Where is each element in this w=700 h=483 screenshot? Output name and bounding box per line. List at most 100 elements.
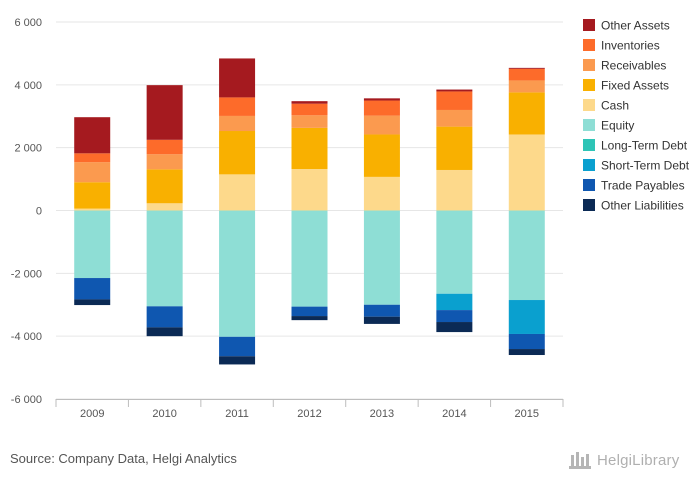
bar-segment [219, 97, 256, 116]
bar-segment [363, 210, 400, 305]
bar-segment [74, 162, 111, 183]
legend-label: Other Assets [601, 19, 670, 33]
legend-label: Long-Term Debt [601, 139, 688, 153]
bar-segment [436, 210, 473, 294]
logo-text: HelgiLibrary [597, 451, 680, 469]
x-tick-label: 2011 [225, 408, 249, 420]
bar-segment [363, 304, 400, 317]
bar-segment [146, 169, 183, 204]
legend-swatch [583, 59, 595, 71]
y-tick-label: 2 000 [14, 143, 42, 155]
legend-label: Trade Payables [601, 179, 685, 193]
bar-segment [436, 91, 473, 110]
bar-segment [508, 68, 545, 81]
legend-swatch [583, 159, 595, 171]
bar-segment [291, 101, 328, 104]
bar-segment [146, 154, 183, 170]
bar-segment [74, 153, 111, 163]
y-tick-label: 6 000 [14, 17, 42, 29]
bar-segment [363, 100, 400, 116]
library-icon [569, 452, 591, 469]
x-tick-label: 2012 [297, 408, 321, 420]
bar-segment [363, 176, 400, 211]
legend-swatch [583, 119, 595, 131]
bar-segment [74, 208, 111, 211]
legend-label: Fixed Assets [601, 79, 669, 93]
legend-swatch [583, 99, 595, 111]
bar-segment [508, 210, 545, 301]
bar-segment [436, 322, 473, 333]
bar-segment [508, 92, 545, 135]
bar-segment [219, 356, 256, 365]
legend-swatch [583, 19, 595, 31]
bar-segment [363, 115, 400, 135]
y-tick-label: -2 000 [11, 268, 42, 280]
bar-segment [146, 327, 183, 337]
y-tick-label: 0 [36, 206, 42, 218]
legend-label: Short-Term Debt [601, 159, 690, 173]
legend: Other Assets Inventories Receivables Fixed … [583, 19, 690, 213]
bar-segment [363, 134, 400, 177]
bar-segment [291, 210, 328, 307]
bar-segment [74, 210, 111, 279]
bar-segment [436, 169, 473, 211]
bar-segment [291, 306, 328, 317]
bar-segment [436, 293, 473, 311]
x-tick-label: 2010 [152, 408, 176, 420]
bar-segment [436, 310, 473, 323]
bar-segment [508, 333, 545, 350]
bar-segment [291, 127, 328, 170]
bar-segment [74, 299, 111, 306]
x-tick-label: 2014 [442, 408, 466, 420]
bar-segment [291, 169, 328, 211]
bar-segment [363, 316, 400, 324]
bar-segment [436, 89, 473, 92]
bar-segment [74, 278, 111, 300]
bar-segment [291, 316, 328, 321]
y-tick-label: 4 000 [14, 80, 42, 92]
bar-segment [219, 174, 256, 211]
bar-segment [219, 336, 256, 357]
x-tick-label: 2015 [515, 408, 539, 420]
legend-label: Receivables [601, 59, 666, 73]
bar-segment [436, 126, 473, 170]
x-tick-label: 2009 [80, 408, 104, 420]
bar-segment [508, 67, 545, 69]
legend-label: Other Liabilities [601, 199, 684, 213]
bar-segment [508, 300, 545, 334]
legend-swatch [583, 79, 595, 91]
bar-segment [219, 115, 256, 132]
bar-segment [146, 85, 183, 140]
bar-segment [363, 98, 400, 101]
bar-segment [146, 306, 183, 328]
legend-swatch [583, 139, 595, 151]
bar-segment [436, 109, 473, 127]
y-tick-label: -6 000 [11, 394, 42, 406]
bar-segment [219, 210, 256, 337]
legend-label: Cash [601, 99, 629, 113]
legend-swatch [583, 39, 595, 51]
bar-segment [146, 139, 183, 155]
bar-segment [74, 117, 111, 154]
bar-segment [508, 134, 545, 211]
axes: 6 000 4 000 2 000 0 -2 000 -4 000 -6 000 2009 20… [11, 17, 564, 420]
y-tick-label: -4 000 [11, 331, 42, 343]
legend-label: Inventories [601, 39, 660, 53]
bar-segment [291, 103, 328, 116]
bar-segment [74, 182, 111, 209]
bar-segment [219, 58, 256, 98]
legend-swatch [583, 199, 595, 211]
bar-segment [508, 80, 545, 93]
bar-segment [219, 131, 256, 175]
source-note: Source: Company Data, Helgi Analytics [10, 451, 237, 466]
helgi-library-logo: HelgiLibrary [568, 448, 694, 472]
bar-segment [508, 349, 545, 356]
legend-label: Equity [601, 119, 634, 133]
bars [74, 58, 545, 365]
legend-swatch [583, 179, 595, 191]
bar-segment [146, 203, 183, 211]
bar-segment [291, 115, 328, 128]
x-tick-label: 2013 [370, 408, 394, 420]
bar-segment [146, 210, 183, 307]
